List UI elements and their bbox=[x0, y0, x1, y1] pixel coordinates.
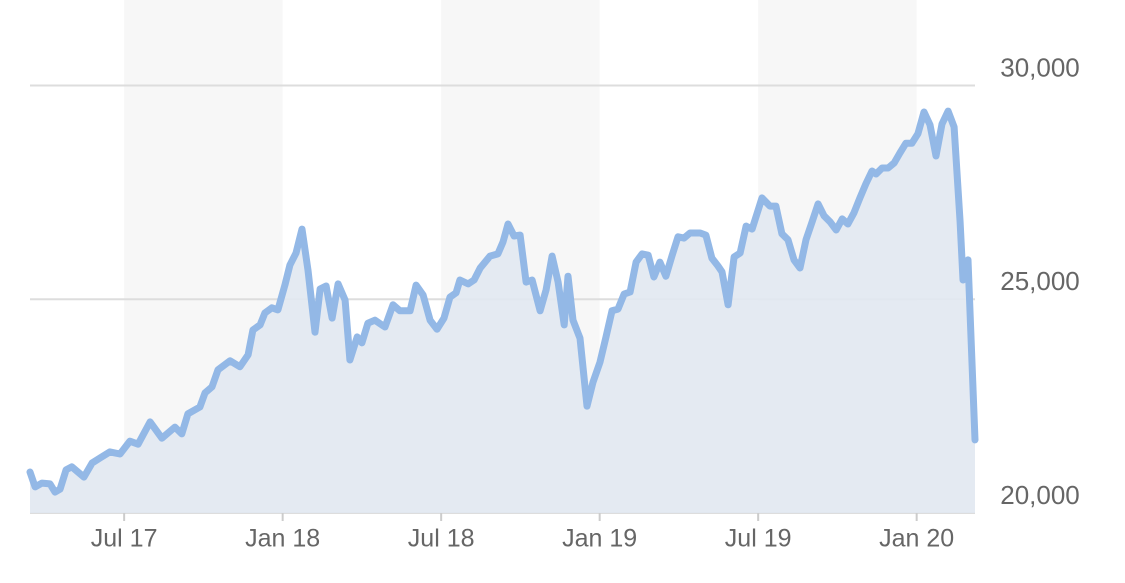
area bbox=[30, 111, 975, 513]
y-tick-label: 30,000 bbox=[1000, 52, 1080, 82]
x-tick-label: Jan 19 bbox=[562, 525, 637, 553]
x-tick-label: Jul 17 bbox=[91, 525, 158, 553]
x-tick-label: Jan 18 bbox=[245, 525, 320, 553]
line bbox=[26, 107, 979, 496]
y-tick-label: 25,000 bbox=[1000, 266, 1080, 296]
x-tick-label: Jul 19 bbox=[725, 525, 792, 553]
y-tick-label: 20,000 bbox=[1000, 480, 1080, 510]
x-tick-label: Jan 20 bbox=[879, 525, 954, 553]
x-tick-label: Jul 18 bbox=[408, 525, 475, 553]
